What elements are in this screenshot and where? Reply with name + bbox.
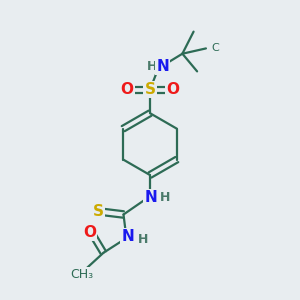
Text: O: O xyxy=(121,82,134,97)
Text: CH₃: CH₃ xyxy=(70,268,93,281)
Text: N: N xyxy=(144,190,157,205)
Text: H: H xyxy=(137,233,148,246)
Text: O: O xyxy=(83,225,96,240)
Text: S: S xyxy=(93,204,104,219)
Text: H: H xyxy=(160,191,170,204)
Text: O: O xyxy=(167,82,179,97)
Text: N: N xyxy=(122,229,134,244)
Text: C: C xyxy=(211,44,219,53)
Text: H: H xyxy=(147,60,157,73)
Text: N: N xyxy=(156,58,169,74)
Text: S: S xyxy=(145,82,155,97)
